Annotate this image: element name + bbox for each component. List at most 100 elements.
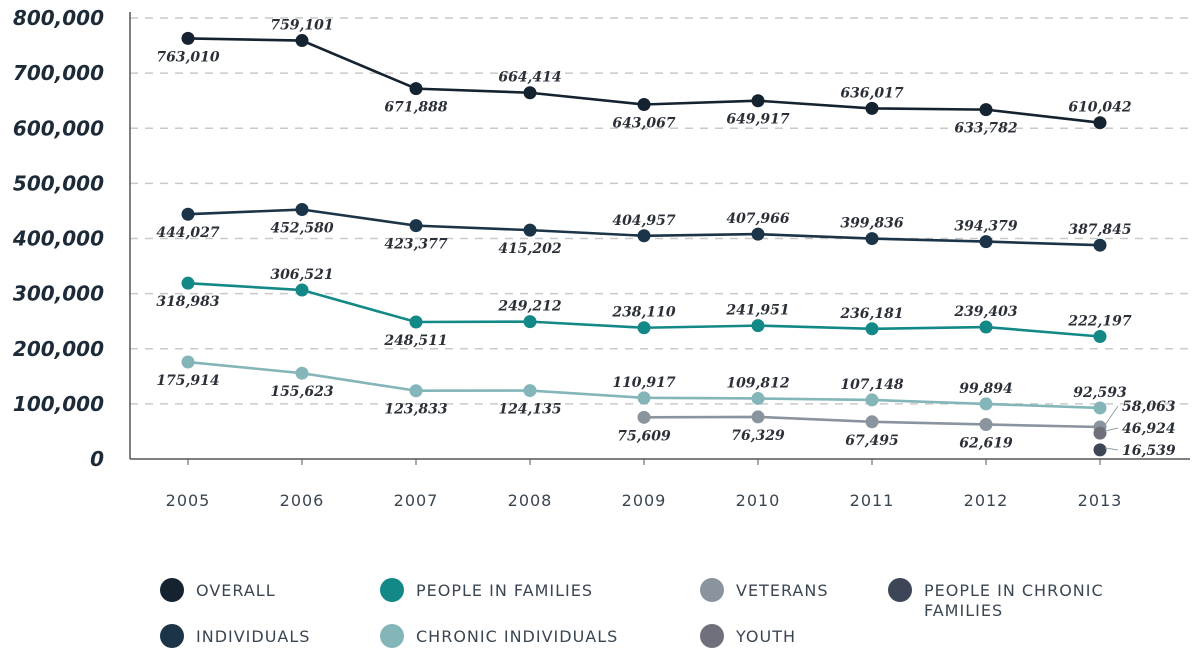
x-tick-label: 2012 [964, 491, 1009, 510]
data-label-overall: 664,414 [498, 70, 561, 86]
legend-item-youth: YOUTH [700, 624, 796, 648]
gridlines [130, 17, 1190, 405]
point-individuals [979, 235, 993, 249]
data-label-chronic-individuals: 175,914 [156, 373, 219, 389]
point-individuals [409, 219, 423, 233]
legend-swatch-people-in-families [380, 578, 404, 602]
leader-line-youth [1104, 427, 1119, 432]
point-people-in-families [751, 319, 765, 333]
x-tick-label: 2011 [850, 491, 895, 510]
data-label-veterans: 76,329 [731, 428, 785, 444]
legend-item-chronic-individuals: CHRONIC INDIVIDUALS [380, 624, 618, 648]
y-tick-label: 300,000 [13, 282, 104, 306]
axes [129, 12, 1190, 465]
data-label-chronic-individuals: 124,135 [498, 402, 561, 418]
y-tick-label: 0 [90, 447, 104, 471]
data-labels: 763,010 759,101 671,888 664,414 643,067 649,9… [156, 18, 1176, 459]
y-tick-label: 500,000 [13, 171, 104, 195]
data-label-overall: 636,017 [840, 85, 904, 101]
point-overall [295, 34, 309, 48]
legend-swatch-youth [700, 624, 724, 648]
legend-label-youth: YOUTH [736, 627, 797, 646]
legend-label-veterans: VETERANS [736, 581, 829, 600]
data-label-individuals: 407,966 [726, 211, 790, 227]
point-veterans [637, 410, 651, 424]
data-label-chronic-individuals: 110,917 [612, 375, 676, 391]
point-overall [637, 98, 651, 112]
y-axis-tick-labels: 0 100,000 200,000 300,000 400,000 500,000 600,… [12, 6, 104, 471]
data-label-overall: 643,067 [612, 116, 676, 132]
legend-label-people-in-chronic-families: PEOPLE IN CHRONIC FAMILIES [924, 581, 1104, 620]
data-label-individuals: 423,377 [384, 237, 448, 253]
point-chronic-individuals [295, 366, 309, 380]
legend-item-individuals: INDIVIDUALS [160, 624, 310, 648]
y-tick-label: 200,000 [13, 337, 104, 361]
legend-swatch-people-in-chronic-families [888, 578, 912, 602]
data-label-people-in-families: 318,983 [156, 294, 220, 310]
data-label-overall: 610,042 [1068, 100, 1132, 116]
point-people-in-families [637, 321, 651, 335]
line-chart: 0 100,000 200,000 300,000 400,000 500,000 600,… [12, 6, 1190, 510]
data-label-people-in-families: 248,511 [383, 333, 447, 349]
point-chronic-individuals [979, 397, 993, 411]
data-label-people-in-families: 222,197 [1067, 314, 1132, 330]
x-tick-label: 2006 [280, 491, 325, 510]
leader-line-veterans [1104, 405, 1119, 426]
x-tick-label: 2008 [508, 491, 553, 510]
x-tick-label: 2010 [736, 491, 781, 510]
point-individuals [181, 207, 195, 221]
data-label-people-in-families: 238,110 [611, 305, 676, 321]
point-individuals [751, 227, 765, 241]
legend-label-chronic-individuals: CHRONIC INDIVIDUALS [416, 627, 619, 646]
data-label-people-in-families: 241,951 [725, 303, 789, 319]
point-individuals [295, 203, 309, 217]
point-overall [751, 94, 765, 108]
point-veterans [751, 410, 765, 424]
legend-item-veterans: VETERANS [700, 578, 828, 602]
legend-swatch-chronic-individuals [380, 624, 404, 648]
data-label-overall: 759,101 [270, 18, 333, 34]
data-label-individuals: 415,202 [498, 241, 562, 257]
point-individuals [865, 232, 879, 246]
data-label-people-in-chronic-families: 16,539 [1122, 443, 1176, 459]
data-label-veterans: 58,063 [1122, 399, 1176, 415]
data-label-chronic-individuals: 107,148 [840, 377, 904, 393]
data-label-veterans: 75,609 [617, 428, 671, 444]
data-label-individuals: 394,379 [954, 219, 1018, 235]
point-overall [409, 82, 423, 96]
data-label-chronic-individuals: 92,593 [1073, 385, 1127, 401]
data-label-chronic-individuals: 99,894 [959, 381, 1013, 397]
data-label-youth: 46,924 [1122, 421, 1176, 437]
point-veterans [865, 415, 879, 429]
point-overall [181, 31, 195, 45]
point-chronic-individuals [751, 391, 765, 405]
point-people-in-families [523, 315, 537, 329]
data-label-overall: 671,888 [384, 100, 448, 116]
legend-label-people-in-families: PEOPLE IN FAMILIES [416, 581, 593, 600]
point-people-in-families [295, 283, 309, 297]
data-label-overall: 763,010 [156, 49, 220, 65]
data-label-individuals: 452,580 [270, 221, 334, 237]
x-tick-label: 2009 [622, 491, 667, 510]
point-veterans [979, 417, 993, 431]
x-axis-tick-labels: 2005 2006 2007 2008 2009 2010 2011 2012 2013 [166, 491, 1123, 510]
point-overall [979, 103, 993, 117]
point-people-in-chronic-families [1093, 443, 1107, 457]
data-label-people-in-families: 249,212 [497, 299, 562, 315]
point-overall [1093, 116, 1107, 130]
point-chronic-individuals [181, 355, 195, 369]
x-tick-label: 2013 [1078, 491, 1123, 510]
data-label-chronic-individuals: 155,623 [270, 384, 334, 400]
point-individuals [1093, 238, 1107, 252]
point-chronic-individuals [865, 393, 879, 407]
data-label-overall: 633,782 [954, 121, 1018, 137]
data-label-individuals: 404,957 [612, 213, 676, 229]
point-youth [1093, 426, 1107, 440]
y-tick-label: 700,000 [13, 61, 104, 85]
legend-item-people-in-chronic-families: PEOPLE IN CHRONIC FAMILIES [888, 578, 1138, 621]
legend-swatch-veterans [700, 578, 724, 602]
point-people-in-families [1093, 330, 1107, 344]
legend-label-individuals: INDIVIDUALS [196, 627, 311, 646]
y-tick-label: 100,000 [13, 392, 104, 416]
point-chronic-individuals [637, 391, 651, 405]
